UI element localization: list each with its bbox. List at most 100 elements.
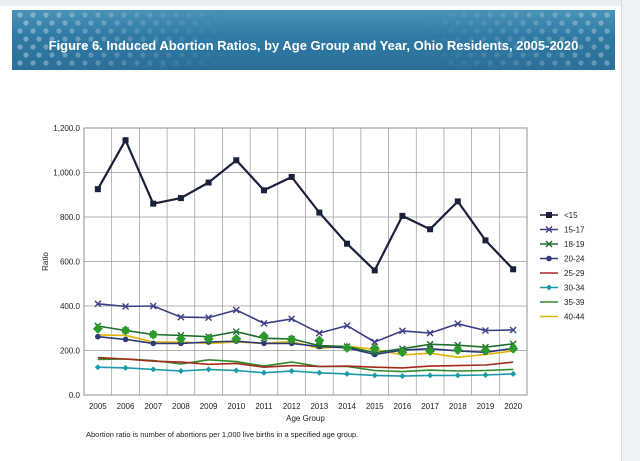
x-tick-label: 2016 bbox=[394, 402, 412, 411]
banner-dot bbox=[147, 28, 153, 34]
legend-marker bbox=[545, 240, 553, 248]
data-point bbox=[205, 179, 212, 186]
banner-dot bbox=[192, 20, 198, 26]
banner-dot bbox=[179, 52, 185, 58]
banner-dot bbox=[56, 28, 62, 34]
banner-dot bbox=[147, 44, 153, 50]
legend-marker bbox=[546, 255, 552, 262]
banner-dot bbox=[578, 28, 584, 34]
y-tick-label: 800.0 bbox=[60, 213, 81, 222]
y-tick-label: 400.0 bbox=[60, 302, 81, 311]
y-tick-label: 600.0 bbox=[60, 258, 81, 267]
banner-dot bbox=[82, 28, 88, 34]
banner-dot bbox=[140, 36, 146, 42]
banner-dot bbox=[585, 36, 591, 42]
banner-dot bbox=[49, 52, 55, 58]
data-point bbox=[399, 373, 406, 380]
data-point bbox=[94, 186, 101, 193]
banner-dot bbox=[30, 28, 36, 34]
banner-dot bbox=[134, 28, 140, 34]
banner-dot bbox=[127, 36, 133, 42]
banner-dot bbox=[448, 44, 454, 50]
banner-dot bbox=[604, 28, 610, 34]
data-point bbox=[398, 327, 406, 335]
data-point bbox=[426, 329, 434, 337]
legend-label: 40-44 bbox=[564, 313, 585, 322]
banner-dot bbox=[147, 60, 153, 66]
banner-dot bbox=[186, 28, 192, 34]
series-line-15 bbox=[96, 139, 514, 272]
y-tick-label: 1,200.0 bbox=[53, 124, 80, 133]
x-tick-label: 2010 bbox=[227, 402, 245, 411]
banner-dot bbox=[166, 52, 172, 58]
x-tick-label: 2015 bbox=[366, 402, 384, 411]
banner-dot bbox=[173, 28, 179, 34]
banner-dot bbox=[461, 44, 467, 50]
banner-dot bbox=[578, 60, 584, 66]
data-point bbox=[149, 302, 157, 310]
data-point bbox=[261, 340, 267, 347]
data-point bbox=[150, 340, 157, 347]
overlay-diamond-marker bbox=[231, 333, 242, 344]
banner-dot bbox=[160, 44, 166, 50]
banner-dot bbox=[75, 20, 81, 26]
banner-dot bbox=[186, 60, 192, 66]
banner-dot bbox=[481, 20, 487, 26]
banner-dot bbox=[533, 20, 539, 26]
data-point bbox=[122, 302, 130, 310]
series-line-3034 bbox=[97, 366, 514, 377]
data-point bbox=[94, 300, 102, 308]
legend-label: 20-24 bbox=[564, 255, 585, 264]
data-point bbox=[233, 157, 240, 164]
banner-dot bbox=[572, 52, 578, 58]
page-top-edge bbox=[0, 0, 640, 6]
legend-label: <15 bbox=[564, 211, 578, 220]
banner-dot bbox=[500, 60, 506, 66]
banner-dot bbox=[43, 12, 49, 18]
banner-dot bbox=[474, 60, 480, 66]
data-point bbox=[232, 328, 240, 336]
banner-dot bbox=[591, 12, 597, 18]
data-point bbox=[371, 372, 378, 379]
banner-dot bbox=[127, 20, 133, 26]
data-point bbox=[454, 372, 461, 379]
banner-dot bbox=[487, 44, 493, 50]
banner-dot bbox=[448, 12, 454, 18]
banner-dot bbox=[75, 36, 81, 42]
banner-dot bbox=[108, 44, 114, 50]
banner-dot bbox=[474, 12, 480, 18]
data-point bbox=[399, 212, 406, 219]
banner-dot bbox=[23, 36, 29, 42]
series-line-2529 bbox=[97, 356, 514, 369]
figure-title: Figure 6. Induced Abortion Ratios, by Ag… bbox=[48, 38, 579, 53]
banner-dot bbox=[585, 52, 591, 58]
data-point bbox=[288, 315, 296, 323]
series-line-1819 bbox=[97, 325, 514, 354]
data-point bbox=[232, 306, 240, 314]
banner-dot bbox=[160, 12, 166, 18]
banner-dot bbox=[17, 60, 23, 66]
data-point bbox=[315, 329, 323, 337]
banner-dot bbox=[500, 28, 506, 34]
banner-dot-pattern bbox=[17, 12, 610, 66]
data-point bbox=[371, 338, 379, 346]
banner-dot bbox=[455, 36, 461, 42]
banner-dot bbox=[559, 52, 565, 58]
banner-dot bbox=[192, 36, 198, 42]
overlay-diamond-marker bbox=[203, 333, 214, 344]
banner-dot bbox=[62, 20, 68, 26]
figure-banner: Figure 6. Induced Abortion Ratios, by Ag… bbox=[12, 10, 615, 70]
y-tick-label: 200.0 bbox=[60, 347, 81, 356]
legend-label: 30-34 bbox=[564, 284, 585, 293]
overlay-diamond-marker bbox=[148, 329, 159, 340]
banner-dot bbox=[494, 20, 500, 26]
banner-dot bbox=[487, 28, 493, 34]
banner-dot bbox=[500, 12, 506, 18]
banner-dot bbox=[160, 60, 166, 66]
banner-dot bbox=[173, 44, 179, 50]
data-point bbox=[260, 319, 268, 327]
banner-dot bbox=[572, 20, 578, 26]
banner-dot bbox=[546, 20, 552, 26]
data-point bbox=[427, 226, 434, 233]
banner-dot bbox=[43, 44, 49, 50]
